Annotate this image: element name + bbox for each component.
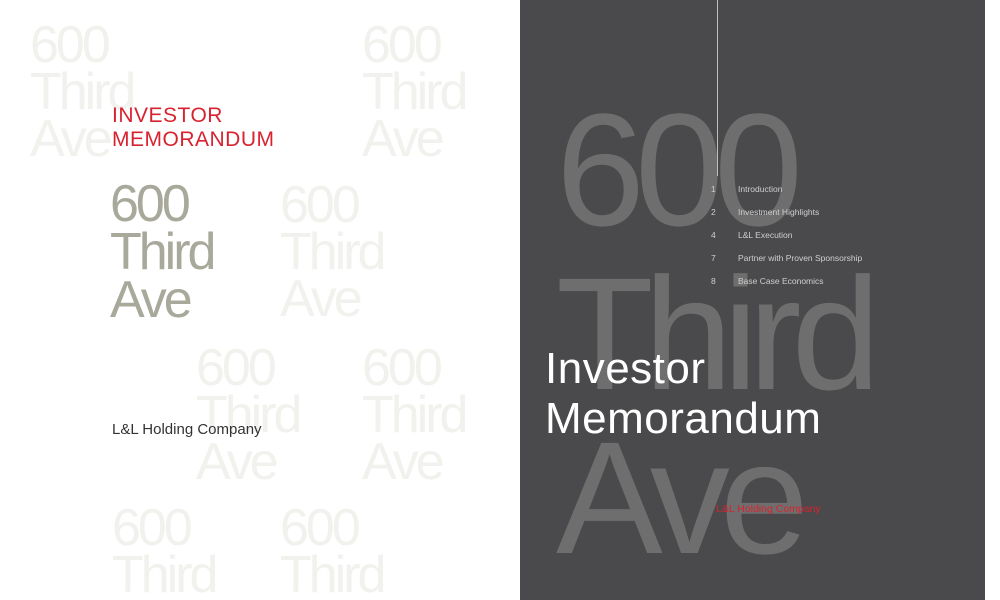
toc-number: 1 xyxy=(711,184,716,194)
cover-company-name: L&L Holding Company xyxy=(112,421,262,438)
watermark-line: Third xyxy=(280,546,386,600)
bg-title-line: Ave xyxy=(556,408,809,587)
watermark-line: Third xyxy=(30,63,136,121)
background-title: 600 Third Ave xyxy=(556,80,881,587)
watermark-line: 600 xyxy=(362,16,443,74)
toc-label: Base Case Economics xyxy=(738,276,824,286)
toc-item[interactable]: 1 Introduction xyxy=(711,184,862,207)
watermark-line: 600 xyxy=(30,16,111,74)
title-line: 600 xyxy=(110,175,191,233)
toc-item[interactable]: 2 Investment Highlights xyxy=(711,207,862,230)
watermark-block: 600 Third Ave xyxy=(280,176,386,328)
cover-title: 600 Third Ave xyxy=(110,175,216,329)
kicker-line: INVESTOR xyxy=(112,104,223,127)
contents-company-name: L&L Holding Company xyxy=(716,503,821,515)
title-line: Third xyxy=(110,223,216,281)
toc-label: L&L Execution xyxy=(738,230,793,240)
watermark-line: Third xyxy=(362,386,468,444)
vertical-rule xyxy=(717,0,718,176)
cover-kicker: INVESTOR MEMORANDUM xyxy=(112,104,275,152)
watermark-line: Ave xyxy=(280,270,363,328)
watermark-line: 600 xyxy=(280,499,361,557)
watermark-line: Ave xyxy=(362,433,445,491)
title-line: Ave xyxy=(110,271,193,329)
main-title-line: Memorandum xyxy=(545,394,822,443)
toc-item[interactable]: 7 Partner with Proven Sponsorship xyxy=(711,253,862,276)
toc-number: 8 xyxy=(711,276,716,286)
toc-label: Partner with Proven Sponsorship xyxy=(738,253,863,263)
watermark-line: 600 xyxy=(112,499,193,557)
watermark-line: Third xyxy=(196,386,302,444)
watermark-line: Ave xyxy=(196,433,279,491)
watermark-line: 600 xyxy=(362,339,443,397)
watermark-block: 600 Third Ave xyxy=(362,16,468,168)
toc-label: Investment Highlights xyxy=(738,207,820,217)
watermark-line: Ave xyxy=(362,110,445,168)
watermark-line: Ave xyxy=(30,110,113,168)
cover-page: 600 Third Ave 600 Third Ave 600 Third Av… xyxy=(30,16,469,600)
bg-title-line: 600 xyxy=(556,80,803,259)
watermark-block: 600 Third xyxy=(112,499,218,600)
toc-number: 2 xyxy=(711,207,716,217)
watermark-line: Third xyxy=(362,63,468,121)
watermark-line: Third xyxy=(112,546,218,600)
contents-page: 600 Third Ave 1 Introduction 2 Investment … xyxy=(520,0,985,600)
bg-title-line: Third xyxy=(556,244,881,423)
toc-item[interactable]: 4 L&L Execution xyxy=(711,230,862,253)
main-title-line: Investor xyxy=(545,344,706,393)
toc-number: 4 xyxy=(711,230,716,240)
table-of-contents: 1 Introduction 2 Investment Highlights 4 L&… xyxy=(711,184,862,299)
watermark-line: 600 xyxy=(196,339,277,397)
main-title: Investor Memorandum xyxy=(545,344,821,444)
watermark-block: 600 Third Ave xyxy=(362,339,468,491)
kicker-line: MEMORANDUM xyxy=(112,128,275,151)
watermark-block: 600 Third xyxy=(280,499,386,600)
toc-label: Introduction xyxy=(738,184,783,194)
watermark-block: 600 Third Ave xyxy=(30,16,136,168)
watermark-line: Third xyxy=(280,223,386,281)
watermark-line: 600 xyxy=(280,176,361,234)
toc-number: 7 xyxy=(711,253,716,263)
watermark-block: 600 Third Ave xyxy=(196,339,302,491)
toc-item[interactable]: 8 Base Case Economics xyxy=(711,276,862,299)
